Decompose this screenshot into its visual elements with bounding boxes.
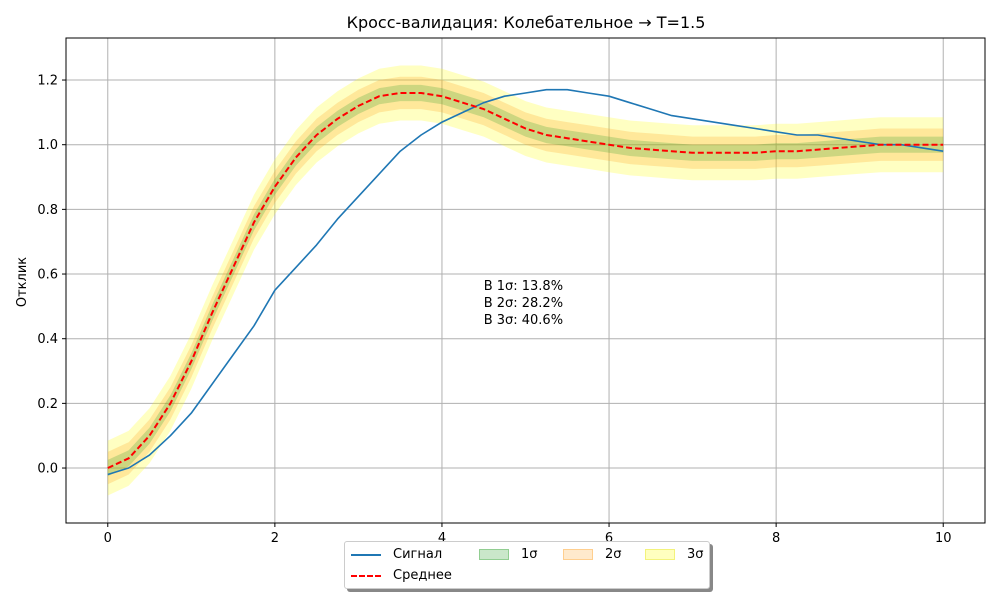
legend-mean-label: Среднее [393, 568, 452, 583]
y-tick-label: 1.2 [37, 74, 58, 89]
series-lines [107, 88, 944, 476]
grid-lines [66, 38, 985, 523]
legend-1sigma-label: 1σ [521, 547, 538, 562]
band-3σ [107, 65, 944, 496]
legend: Сигнал Среднее 1σ 2σ 3σ [344, 541, 710, 589]
legend-item-mean: Среднее [351, 568, 452, 583]
legend-3sigma-swatch [645, 549, 675, 560]
y-tick-label: 0.6 [37, 268, 58, 283]
y-axis-label: Отклик [15, 257, 30, 307]
annotation-2sigma: В 2σ: 28.2% [484, 296, 563, 311]
legend-1sigma-swatch [479, 549, 509, 560]
y-tick-label: 0.4 [37, 332, 58, 347]
legend-2sigma-label: 2σ [605, 547, 622, 562]
y-tick-label: 0.0 [37, 462, 58, 477]
legend-2sigma-swatch [563, 549, 593, 560]
x-tick-label: 0 [104, 531, 112, 546]
y-tick-label: 0.8 [37, 203, 58, 218]
legend-item-1sigma: 1σ [479, 547, 538, 562]
x-tick-label: 2 [271, 531, 279, 546]
series-line-signal [107, 88, 944, 476]
legend-item-3sigma: 3σ [645, 547, 704, 562]
x-tick-label: 10 [935, 531, 952, 546]
chart-title: Кросс-валидация: Колебательное → T=1.5 [347, 13, 706, 32]
legend-signal-swatch [351, 553, 381, 556]
legend-signal-label: Сигнал [393, 547, 443, 562]
annotation-1sigma: В 1σ: 13.8% [484, 279, 563, 294]
x-tick-label: 4 [438, 531, 446, 546]
legend-mean-swatch [351, 574, 381, 577]
legend-item-signal: Сигнал [351, 547, 442, 562]
axis-ticks: 0 2 4 6 8 10 0.0 0.2 0.4 0.6 0.8 1.0 1.2 [37, 74, 951, 546]
plot-frame [65, 37, 986, 524]
y-tick-label: 0.2 [37, 397, 58, 412]
coverage-annotations: В 1σ: 13.8% В 2σ: 28.2% В 3σ: 40.6% [484, 279, 563, 328]
x-tick-label: 6 [605, 531, 613, 546]
legend-item-2sigma: 2σ [563, 547, 622, 562]
x-tick-label: 8 [772, 531, 780, 546]
annotation-3sigma: В 3σ: 40.6% [484, 313, 563, 328]
legend-3sigma-label: 3σ [687, 547, 704, 562]
series-line-mean [107, 92, 944, 469]
y-tick-label: 1.0 [37, 138, 58, 153]
confidence-bands [107, 65, 944, 496]
